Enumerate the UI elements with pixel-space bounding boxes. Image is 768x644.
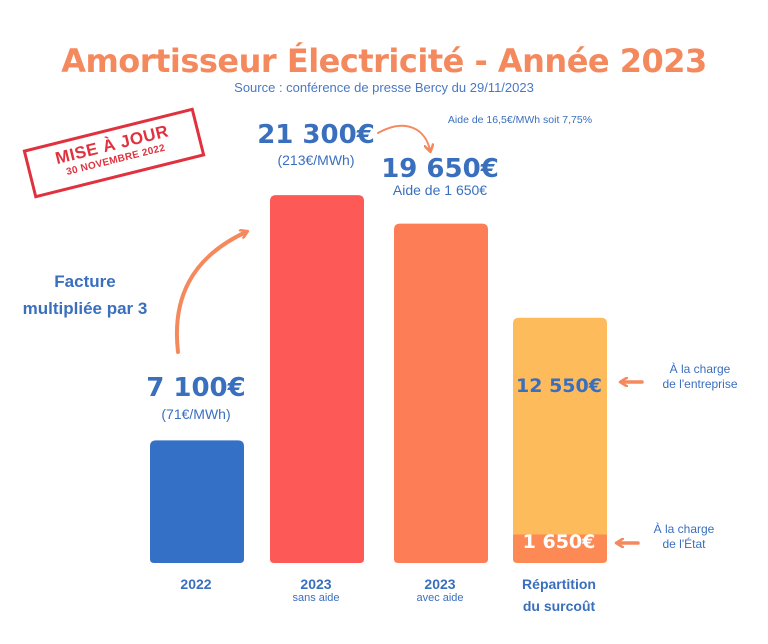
segment-label-enterprise: 12 550€ — [516, 375, 602, 397]
segment-enterprise — [513, 317, 607, 535]
bar-2022 — [150, 440, 244, 563]
value-label-2023-sans-aide: 21 300€ — [257, 120, 375, 150]
factor-note: Facture multipliée par 3 — [0, 268, 170, 322]
x-label-repartition: Répartition — [522, 576, 596, 592]
factor-note-line1: Facture — [54, 272, 116, 291]
x-sublabel-sans-aide: sans aide — [292, 592, 340, 604]
state-note: À la charge de l'État — [624, 522, 744, 552]
segment-label-state: 1 650€ — [522, 531, 596, 553]
detail-label-2023-sans-aide: (213€/MWh) — [277, 152, 355, 168]
enterprise-note: À la charge de l'entreprise — [640, 362, 760, 392]
aid-note: Aide de 16,5€/MWh soit 7,75% — [447, 114, 593, 126]
enterprise-note-line2: de l'entreprise — [662, 377, 738, 391]
factor-note-line2: multipliée par 3 — [22, 299, 148, 318]
state-note-line1: À la charge — [653, 522, 715, 536]
bar-2023-sans-aide — [270, 195, 364, 563]
increase-arrow — [174, 232, 246, 354]
value-label-2022: 7 100€ — [146, 373, 246, 403]
segment-state — [513, 534, 607, 563]
x-label-surcout: du surcoût — [522, 598, 596, 614]
detail-label-2023-avec-aide: Aide de 1 650€ — [392, 182, 488, 198]
chart-title: Amortisseur Électricité - Année 2023 — [61, 42, 707, 80]
x-label-2023-avec-aide: 2023 — [424, 576, 456, 592]
x-label-2023-sans-aide: 2023 — [300, 576, 332, 592]
x-sublabel-avec-aide: avec aide — [416, 592, 464, 604]
detail-label-2022: (71€/MWh) — [161, 406, 231, 422]
enterprise-note-line1: À la charge — [669, 362, 731, 376]
value-label-2023-avec-aide: 19 650€ — [381, 154, 499, 184]
chart-subtitle: Source : conférence de presse Bercy du 2… — [234, 80, 534, 95]
aid-arrow — [377, 124, 430, 150]
x-label-2022: 2022 — [180, 576, 212, 592]
state-note-line2: de l'État — [662, 537, 706, 551]
bar-2023-avec-aide — [394, 223, 488, 563]
